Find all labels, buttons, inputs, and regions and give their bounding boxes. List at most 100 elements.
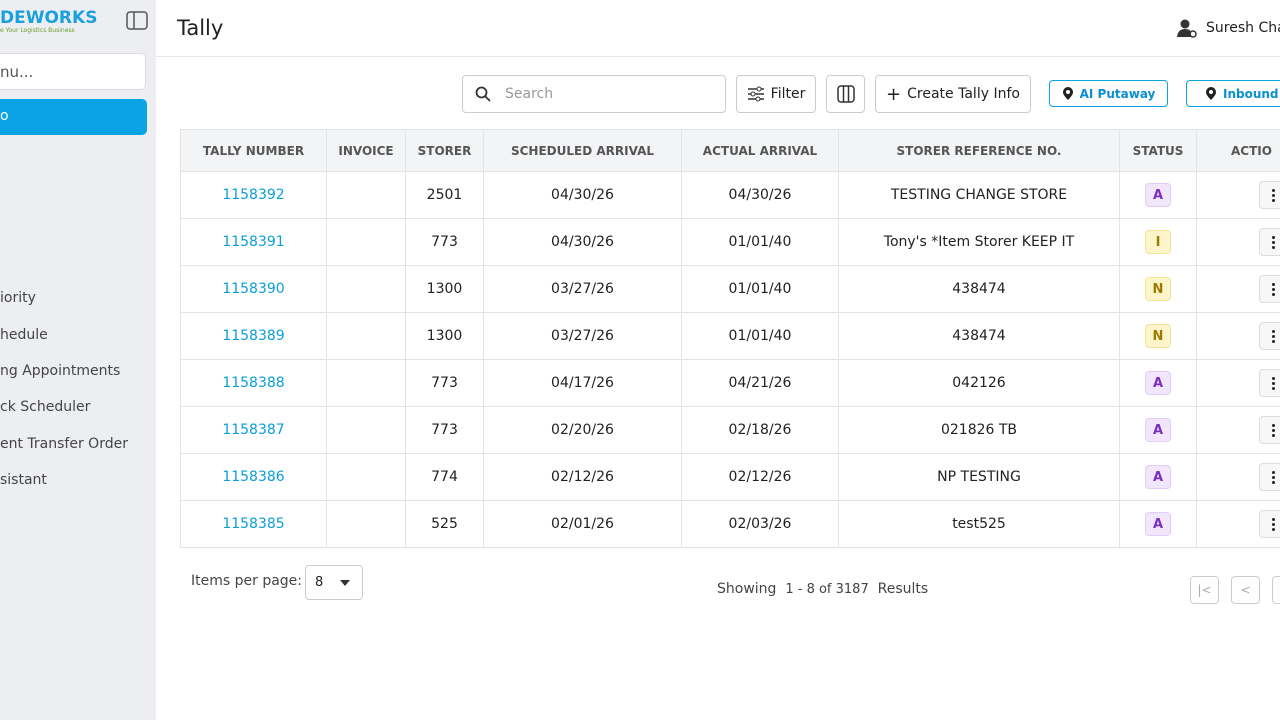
- action-menu-button[interactable]: [1259, 181, 1280, 209]
- action-menu-button[interactable]: [1259, 275, 1280, 303]
- table-cell: 01/01/40: [682, 219, 839, 266]
- dropdown-arrow: [340, 579, 350, 586]
- next-page-button[interactable]: [1272, 576, 1280, 604]
- items-per-page-select[interactable]: 8: [305, 565, 363, 600]
- table-cell: Tony's *Item Storer KEEP IT: [839, 219, 1120, 266]
- table-cell: 04/17/26: [484, 360, 682, 407]
- ai-putaway-button[interactable]: AI Putaway: [1049, 80, 1168, 107]
- menu-search[interactable]: [0, 53, 146, 90]
- table-cell: NP TESTING: [839, 454, 1120, 501]
- status-badge: A: [1145, 512, 1171, 536]
- menu-item[interactable]: sistant: [0, 472, 47, 488]
- tally-link[interactable]: 1158385: [181, 501, 327, 547]
- header-divider: [156, 56, 1280, 57]
- tally-link[interactable]: 1158390: [181, 266, 327, 313]
- status-badge: A: [1145, 183, 1171, 207]
- filter-icon: [747, 86, 764, 102]
- table-cell: 02/12/26: [484, 454, 682, 501]
- menu-search-placeholder: nu...: [0, 63, 34, 81]
- status-badge: A: [1145, 465, 1171, 489]
- first-page-button[interactable]: |<: [1190, 576, 1219, 604]
- column-header: STORER: [406, 130, 484, 172]
- table-cell: 042126: [839, 360, 1120, 407]
- column-header: TALLY NUMBER: [181, 130, 327, 172]
- table-cell: 04/30/26: [484, 219, 682, 266]
- results-summary: Showing 1 - 8 of 3187 Results: [717, 581, 928, 597]
- menu-item[interactable]: ng Appointments: [0, 363, 121, 379]
- column-header: STATUS: [1120, 130, 1197, 172]
- tally-link[interactable]: 1158392: [181, 172, 327, 219]
- table-cell: 773: [406, 219, 484, 266]
- logo: DEWORKS: [0, 8, 98, 28]
- table-cell: 02/12/26: [682, 454, 839, 501]
- action-menu-button[interactable]: [1259, 322, 1280, 350]
- tally-table: TALLY NUMBER INVOICE STORER SCHEDULED ARRIV…: [180, 129, 1280, 548]
- column-header: INVOICE: [327, 130, 406, 172]
- empty-cell: [327, 219, 406, 266]
- results-label: Results: [877, 581, 929, 597]
- plus-icon: +: [886, 83, 902, 105]
- status-cell: I: [1120, 219, 1197, 266]
- status-badge: I: [1145, 230, 1171, 254]
- action-cell: [1197, 219, 1280, 266]
- tally-link[interactable]: 1158389: [181, 313, 327, 360]
- showing-label: Showing: [717, 581, 777, 597]
- status-badge: A: [1145, 418, 1171, 442]
- results-range: 1 - 8 of 3187: [785, 582, 869, 597]
- inbound-label: Inbound F: [1223, 86, 1280, 101]
- action-menu-button[interactable]: [1259, 510, 1280, 538]
- empty-cell: [327, 360, 406, 407]
- table-cell: 03/27/26: [484, 266, 682, 313]
- action-menu-button[interactable]: [1259, 463, 1280, 491]
- active-menu-label: o: [0, 108, 9, 124]
- user-name[interactable]: Suresh Cha: [1206, 20, 1280, 36]
- action-menu-button[interactable]: [1259, 369, 1280, 397]
- pin-icon: [1206, 86, 1216, 100]
- prev-page-button[interactable]: <: [1231, 576, 1260, 604]
- filter-button[interactable]: Filter: [736, 75, 816, 113]
- columns-icon: [836, 85, 855, 103]
- action-cell: [1197, 407, 1280, 454]
- inbound-button[interactable]: Inbound F: [1186, 80, 1280, 107]
- tagline: e Your Logistics Business: [0, 27, 75, 34]
- empty-cell: [327, 407, 406, 454]
- menu-item[interactable]: ent Transfer Order: [0, 436, 128, 452]
- menu-item[interactable]: ck Scheduler: [0, 399, 91, 415]
- columns-button[interactable]: [826, 75, 865, 113]
- items-per-page-value: 8: [315, 575, 324, 590]
- column-header: SCHEDULED ARRIVAL: [484, 130, 682, 172]
- table-cell: 02/18/26: [682, 407, 839, 454]
- empty-cell: [327, 454, 406, 501]
- menu-item[interactable]: iority: [0, 290, 36, 306]
- status-cell: A: [1120, 407, 1197, 454]
- user-icon[interactable]: [1177, 18, 1197, 38]
- empty-cell: [327, 313, 406, 360]
- tally-link[interactable]: 1158391: [181, 219, 327, 266]
- collapse-icon[interactable]: [126, 11, 148, 31]
- menu-item[interactable]: hedule: [0, 327, 48, 343]
- create-button[interactable]: + Create Tally Info: [875, 75, 1031, 113]
- action-menu-button[interactable]: [1259, 416, 1280, 444]
- table-cell: 02/01/26: [484, 501, 682, 547]
- table-cell: test525: [839, 501, 1120, 547]
- action-menu-button[interactable]: [1259, 228, 1280, 256]
- filter-label: Filter: [770, 86, 806, 102]
- search-box[interactable]: Search: [462, 75, 726, 113]
- column-header: ACTUAL ARRIVAL: [682, 130, 839, 172]
- tally-link[interactable]: 1158387: [181, 407, 327, 454]
- create-label: Create Tally Info: [907, 86, 1020, 102]
- search-placeholder: Search: [505, 86, 554, 102]
- column-header: ACTIO: [1197, 130, 1280, 172]
- status-cell: A: [1120, 360, 1197, 407]
- active-menu-item[interactable]: [0, 99, 147, 135]
- action-cell: [1197, 454, 1280, 501]
- table-cell: 525: [406, 501, 484, 547]
- table-cell: 1300: [406, 313, 484, 360]
- action-cell: [1197, 501, 1280, 547]
- action-cell: [1197, 172, 1280, 219]
- tally-link[interactable]: 1158386: [181, 454, 327, 501]
- tally-link[interactable]: 1158388: [181, 360, 327, 407]
- table-cell: 438474: [839, 266, 1120, 313]
- page-title: Tally: [177, 16, 224, 40]
